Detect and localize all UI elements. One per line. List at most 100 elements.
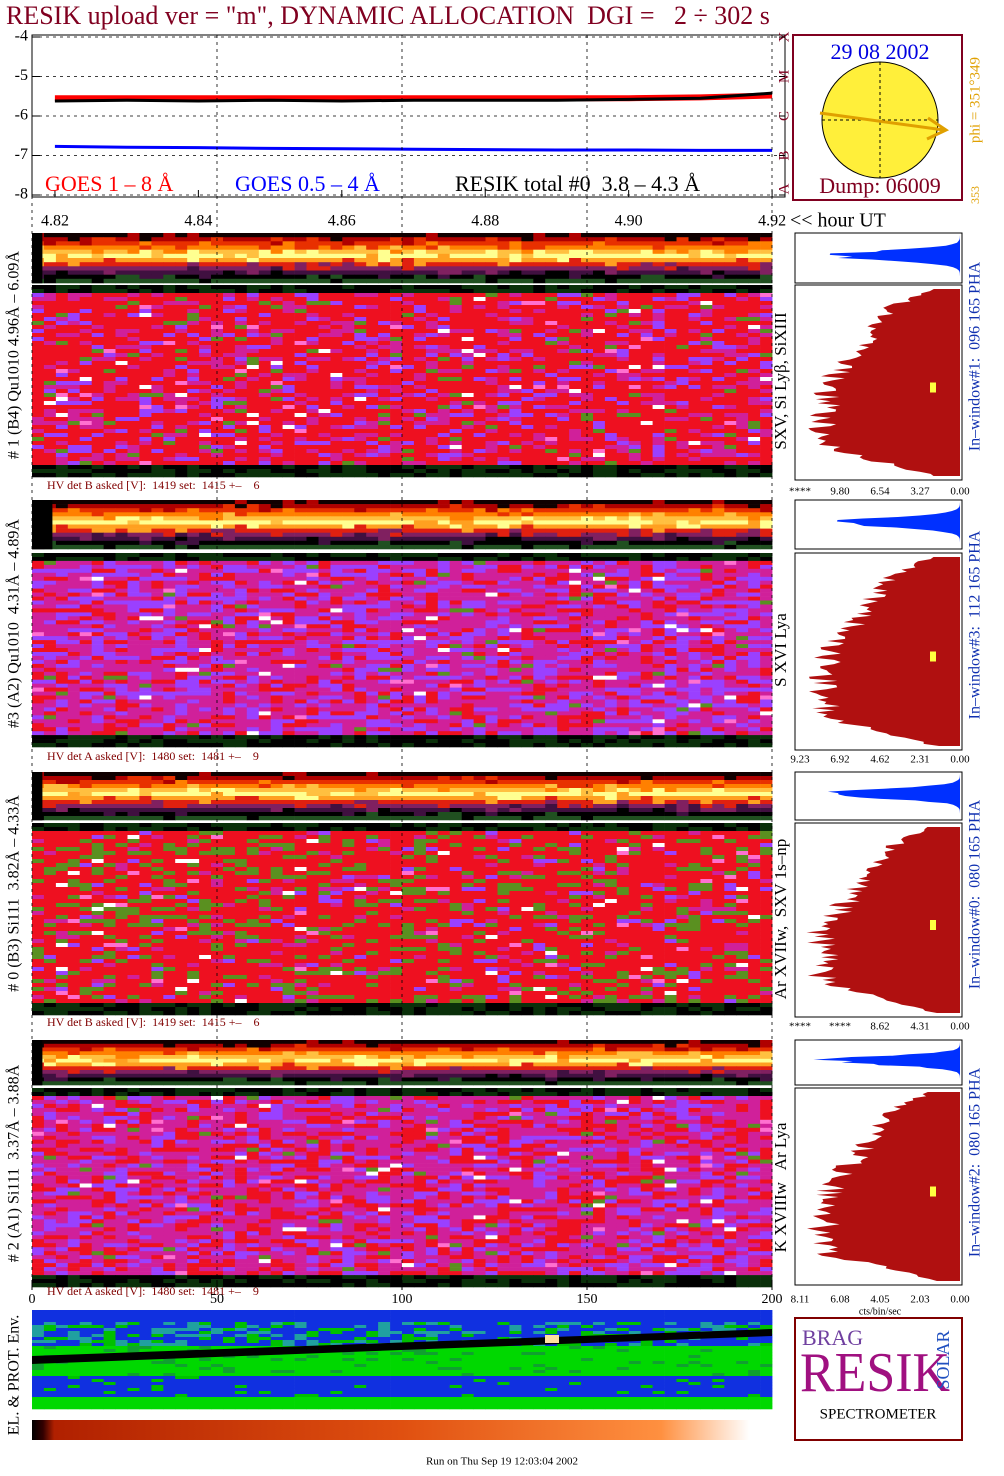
strip-cell <box>437 245 451 250</box>
strip-cell <box>79 237 92 242</box>
heatmap-cell <box>413 301 427 306</box>
heatmap-cell <box>712 309 725 314</box>
heatmap-cell <box>115 580 128 585</box>
heatmap-cell <box>378 576 391 582</box>
heatmap-cell <box>569 413 582 418</box>
heatmap-cell <box>497 297 510 302</box>
strip-cell <box>700 233 713 238</box>
strip-cell <box>163 274 176 280</box>
heatmap-cell <box>604 453 618 458</box>
heatmap-cell <box>151 381 164 386</box>
strip-cell <box>91 270 104 275</box>
heatmap-cell <box>688 441 701 446</box>
heatmap-cell <box>652 373 665 378</box>
strip-cell <box>390 540 403 546</box>
strip-cell <box>712 253 725 259</box>
strip-cell <box>246 249 260 255</box>
strip-cell <box>139 512 152 517</box>
heatmap-cell <box>390 305 403 310</box>
heatmap-cell <box>425 473 439 478</box>
strip-cell <box>294 536 307 542</box>
strip-cell <box>258 253 272 259</box>
heatmap-cell <box>199 341 212 346</box>
strip-cell <box>724 278 737 284</box>
strip-cell <box>223 266 236 271</box>
strip-cell <box>67 258 81 263</box>
heatmap-cell <box>234 393 248 398</box>
heatmap-cell <box>318 393 331 398</box>
strip-cell <box>473 233 486 238</box>
strip-cell <box>425 508 439 513</box>
strip-cell <box>294 532 307 538</box>
strip-cell <box>246 233 260 238</box>
heatmap-cell <box>724 453 737 458</box>
heatmap-cell <box>724 417 737 422</box>
heatmap-cell <box>724 297 737 302</box>
heatmap-cell <box>43 393 57 398</box>
heatmap-cell <box>664 469 677 474</box>
heatmap-cell <box>294 553 307 558</box>
heatmap-cell <box>43 301 57 306</box>
strip-cell <box>712 540 725 546</box>
heatmap-cell <box>151 293 164 298</box>
heatmap-cell <box>270 568 283 574</box>
heatmap-cell <box>390 557 403 562</box>
heatmap-cell <box>473 365 486 370</box>
heatmap-cell <box>127 289 140 294</box>
strip-cell <box>640 233 653 238</box>
heatmap-cell <box>32 580 45 585</box>
heatmap-cell <box>103 365 116 370</box>
heatmap-cell <box>616 329 630 334</box>
strip-cell <box>557 241 570 246</box>
heatmap-cell <box>127 469 140 474</box>
heatmap-cell <box>199 377 212 382</box>
heatmap-cell <box>151 421 164 426</box>
heatmap-cell <box>485 289 498 294</box>
heatmap-cell <box>616 401 630 406</box>
heatmap-cell <box>318 361 331 366</box>
strip-cell <box>724 524 737 529</box>
strip-cell <box>736 508 749 513</box>
strip-cell <box>43 274 57 280</box>
heatmap-cell <box>724 449 737 454</box>
heatmap-cell <box>342 437 355 442</box>
heatmap-cell <box>545 349 558 354</box>
strip-cell <box>151 274 164 280</box>
heatmap-cell <box>282 461 295 466</box>
heatmap-cell <box>760 560 773 566</box>
heatmap-cell <box>736 437 749 442</box>
heatmap-cell <box>115 313 128 318</box>
strip-cell <box>139 528 152 533</box>
heatmap-cell <box>604 580 618 585</box>
heatmap-cell <box>628 389 642 394</box>
heatmap-cell <box>354 576 367 582</box>
strip-cell <box>604 508 618 513</box>
heatmap-cell <box>139 425 152 430</box>
heatmap-cell <box>115 305 128 310</box>
heatmap-cell <box>533 305 546 310</box>
heatmap-cell <box>676 449 689 454</box>
heatmap-cell <box>760 317 773 322</box>
heatmap-cell <box>521 564 534 570</box>
heatmap-cell <box>652 341 665 346</box>
strip-cell <box>688 270 701 275</box>
strip-cell <box>652 233 665 238</box>
heatmap-cell <box>390 453 403 458</box>
heatmap-cell <box>55 357 69 362</box>
strip-cell <box>55 233 69 238</box>
heatmap-cell <box>103 313 116 318</box>
strip-cell <box>712 258 725 263</box>
heatmap-cell <box>676 401 689 406</box>
heatmap-cell <box>175 385 188 390</box>
heatmap-cell <box>700 377 713 382</box>
heatmap-cell <box>175 405 188 410</box>
heatmap-cell <box>234 429 248 434</box>
strip-cell <box>91 278 104 284</box>
heatmap-cell <box>223 425 236 430</box>
heatmap-cell <box>282 377 295 382</box>
heatmap-cell <box>246 425 260 430</box>
heatmap-cell <box>402 409 415 414</box>
heatmap-cell <box>234 317 248 322</box>
strip-cell <box>67 245 81 250</box>
heatmap-cell <box>676 369 689 374</box>
